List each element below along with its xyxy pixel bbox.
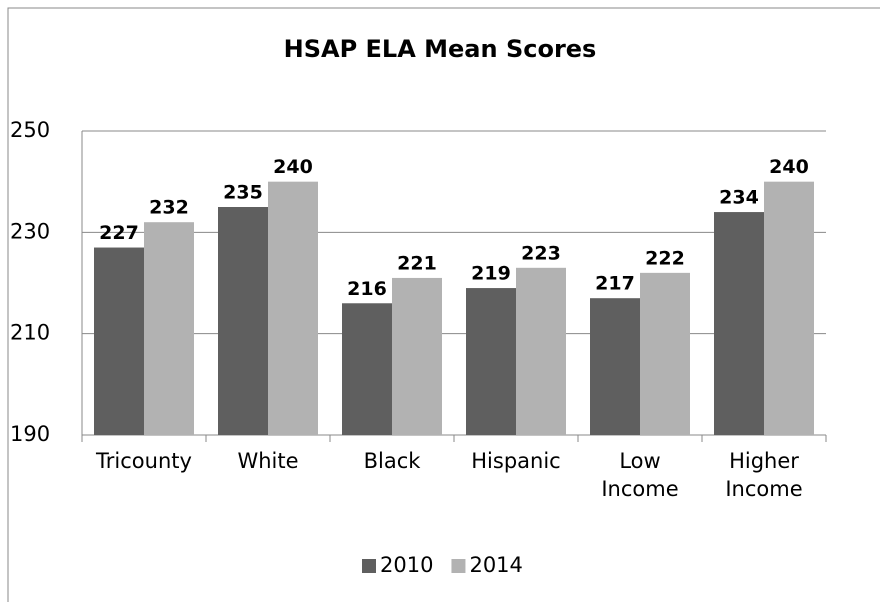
bar	[218, 207, 268, 435]
bar	[516, 267, 566, 435]
data-label: 221	[397, 252, 437, 274]
legend-label: 2014	[469, 553, 522, 577]
x-tick-label: Tricounty	[96, 449, 192, 473]
data-label: 227	[99, 222, 139, 244]
bar	[764, 181, 814, 435]
data-label: 240	[769, 156, 809, 178]
legend-swatch	[451, 559, 466, 573]
x-tick-label: Low Income	[601, 449, 679, 501]
y-tick-label: 250	[10, 118, 50, 142]
y-tick-label: 190	[10, 422, 50, 446]
data-label: 235	[223, 182, 263, 204]
data-label: 217	[595, 273, 635, 295]
x-tick-label: Black	[363, 449, 421, 473]
bar	[94, 247, 144, 435]
chart-title: HSAP ELA Mean Scores	[284, 35, 597, 63]
y-tick-label: 210	[10, 321, 50, 345]
y-tick-label: 230	[10, 219, 50, 243]
data-label: 216	[347, 278, 387, 300]
data-label: 219	[471, 263, 511, 285]
x-tick-label: White	[237, 449, 299, 473]
bar	[590, 298, 640, 435]
bar	[392, 277, 442, 435]
legend-label: 2010	[380, 553, 433, 577]
data-label: 234	[719, 187, 759, 209]
data-label: 223	[521, 242, 561, 264]
bar	[268, 181, 318, 435]
bar	[466, 288, 516, 435]
data-label: 232	[149, 197, 189, 219]
x-tick-label: Higher Income	[725, 449, 803, 501]
bar	[640, 272, 690, 435]
bar	[144, 222, 194, 435]
legend-swatch	[362, 559, 376, 573]
x-tick-label: Hispanic	[471, 449, 561, 473]
bar	[342, 303, 392, 435]
data-label: 222	[645, 247, 685, 269]
bar	[714, 212, 764, 435]
data-label: 240	[273, 156, 313, 178]
